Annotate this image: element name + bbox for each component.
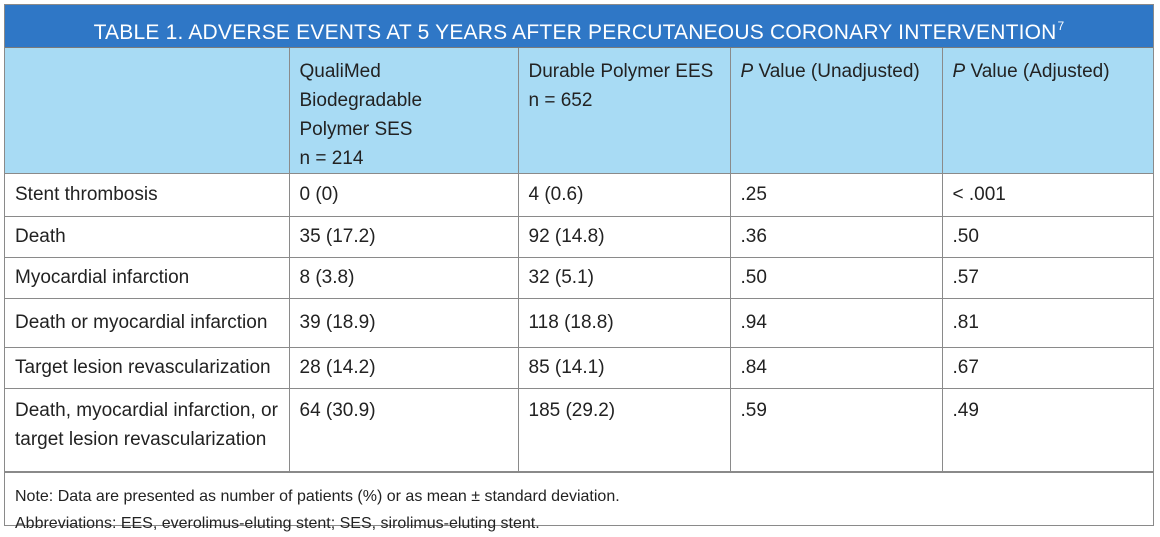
note-abbreviations: Abbreviations: EES, everolimus-eluting s… — [15, 515, 540, 532]
header-cell-p-unadjusted: P Value (Unadjusted) — [729, 48, 943, 174]
cell-ees: 32 (5.1) — [517, 257, 731, 299]
cell-p-adjusted: .49 — [941, 388, 1153, 472]
cell-p-unadjusted: .59 — [729, 388, 943, 472]
cell-p-unadjusted: .94 — [729, 298, 943, 348]
row-label: Death, myocardial infarction, or target … — [5, 388, 290, 472]
header-cell-ees: Durable Polymer EES n = 652 — [517, 48, 731, 174]
cell-p-adjusted: .57 — [941, 257, 1153, 299]
row-label: Death or myocardial infarction — [5, 298, 290, 348]
table-row: Stent thrombosis 0 (0) 4 (0.6) .25 < .00… — [5, 173, 1153, 217]
table-title: TABLE 1. ADVERSE EVENTS AT 5 YEARS AFTER… — [5, 5, 1153, 48]
cell-ees: 85 (14.1) — [517, 347, 731, 389]
cell-ees: 118 (18.8) — [517, 298, 731, 348]
header-ses-line3: n = 214 — [299, 148, 364, 169]
row-label: Target lesion revascularization — [5, 347, 290, 389]
table-row: Death or myocardial infarction 39 (18.9)… — [5, 298, 1153, 348]
table-notes: Note: Data are presented as number of pa… — [5, 472, 1153, 537]
cell-ses: 35 (17.2) — [288, 216, 519, 258]
cell-p-unadjusted: .25 — [729, 173, 943, 217]
header-p-italic: P — [952, 61, 966, 82]
row-label: Myocardial infarction — [5, 257, 290, 299]
header-ses-line2: Polymer SES — [299, 119, 413, 140]
cell-p-adjusted: < .001 — [941, 173, 1153, 217]
cell-p-adjusted: .81 — [941, 298, 1153, 348]
table-row: Target lesion revascularization 28 (14.2… — [5, 347, 1153, 389]
title-reference-superscript: 7 — [1057, 19, 1065, 33]
header-p-unadjusted-label: Value (Unadjusted) — [753, 61, 920, 82]
cell-ses: 39 (18.9) — [288, 298, 519, 348]
row-label: Death — [5, 216, 290, 258]
header-ses-line1: QualiMed Biodegradable — [299, 61, 423, 111]
table-row: Death, myocardial infarction, or target … — [5, 388, 1153, 472]
table-header-row: QualiMed Biodegradable Polymer SES n = 2… — [5, 48, 1153, 174]
header-cell-p-adjusted: P Value (Adjusted) — [941, 48, 1153, 174]
adverse-events-table-figure: TABLE 1. ADVERSE EVENTS AT 5 YEARS AFTER… — [4, 4, 1154, 532]
cell-ees: 185 (29.2) — [517, 388, 731, 472]
cell-ees: 92 (14.8) — [517, 216, 731, 258]
cell-ses: 0 (0) — [288, 173, 519, 217]
adverse-events-table: QualiMed Biodegradable Polymer SES n = 2… — [5, 48, 1153, 472]
cell-p-unadjusted: .84 — [729, 347, 943, 389]
header-cell-label — [5, 48, 290, 174]
table-title-text: TABLE 1. ADVERSE EVENTS AT 5 YEARS AFTER… — [93, 21, 1057, 44]
header-ees-line2: n = 652 — [528, 90, 593, 111]
header-ees-line1: Durable Polymer EES — [528, 61, 714, 82]
cell-ses: 8 (3.8) — [288, 257, 519, 299]
cell-p-adjusted: .50 — [941, 216, 1153, 258]
cell-p-adjusted: .67 — [941, 347, 1153, 389]
row-label-line1: Death, myocardial infarction, or — [15, 400, 278, 421]
cell-ses: 64 (30.9) — [288, 388, 519, 472]
cell-p-unadjusted: .36 — [729, 216, 943, 258]
cell-ses: 28 (14.2) — [288, 347, 519, 389]
table-row: Myocardial infarction 8 (3.8) 32 (5.1) .… — [5, 257, 1153, 299]
cell-p-unadjusted: .50 — [729, 257, 943, 299]
note-data-presentation: Note: Data are presented as number of pa… — [15, 488, 620, 505]
row-label-line2: target lesion revascularization — [15, 429, 267, 450]
header-cell-ses: QualiMed Biodegradable Polymer SES n = 2… — [288, 48, 519, 174]
cell-ees: 4 (0.6) — [517, 173, 731, 217]
table-row: Death 35 (17.2) 92 (14.8) .36 .50 — [5, 216, 1153, 258]
row-label: Stent thrombosis — [5, 173, 290, 217]
header-p-italic: P — [740, 61, 754, 82]
header-p-adjusted-label: Value (Adjusted) — [965, 61, 1110, 82]
